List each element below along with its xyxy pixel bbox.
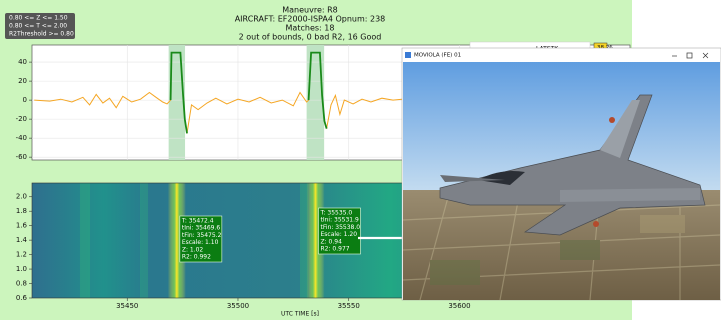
aircraft: AIRCRAFT: EF2000-ISPA4 Opnum: 238 [235,15,386,24]
y-tick-label: 2.0 [16,193,27,201]
x-axis-label: UTC TIME [s] [281,311,319,318]
match-r2: R2: 0.992 [182,254,211,261]
y-tick-label: 20 [18,77,27,85]
maneuvre: Maneuvre: R8 [282,6,338,15]
match-tfin: tFin: 35475.2 [182,232,222,239]
page: 0.80 <= Z <= 1.50 0.80 <= T <= 2.00 R2Th… [0,0,721,320]
x-tick-label: 35600 [448,302,470,310]
match-escale: Escale: 1.10 [182,239,219,246]
x-tick-label: 35500 [227,302,249,310]
match-t: T: 35535.0 [319,210,352,217]
y-tick-label: -40 [16,134,27,142]
match-escale: Escale: 1.20 [320,231,357,238]
window-icon [405,52,411,58]
match-z: Z: 1.02 [182,246,204,253]
y-tick-label: -20 [16,115,27,123]
filter: 0.80 <= T <= 2.00 [9,23,67,30]
filter: 0.80 <= Z <= 1.50 [9,15,68,22]
summary: 2 out of bounds, 0 bad R2, 16 Good [239,33,382,42]
x-tick-label: 35450 [116,302,138,310]
y-tick-label: 0 [23,96,27,104]
match-r2: R2: 0.977 [320,246,349,253]
match-tini: tIni: 35531.9 [320,217,359,224]
y-tick-label: 0.6 [16,294,28,302]
match-tini: tIni: 35469.6 [182,225,221,232]
filter: R2Threshold >= 0.80 [9,31,74,38]
match-z: Z: 0.94 [320,238,342,245]
y-tick-label: 1.6 [16,222,28,230]
y-tick-label: 1.8 [16,207,27,215]
x-tick-label: 35550 [338,302,360,310]
match-t: T: 35472.4 [181,218,214,225]
y-tick-label: -60 [16,153,27,161]
y-tick-label: 40 [18,58,27,66]
matches-count: Matches: 18 [286,24,335,33]
window-title: MOVIOLA (FE) 01 [414,53,461,59]
y-tick-label: 1.2 [16,251,27,259]
y-tick-label: 1.0 [16,265,27,273]
render-window: MOVIOLA (FE) 01 [402,48,721,300]
app: 0.80 <= Z <= 1.50 0.80 <= T <= 2.00 R2Th… [0,0,721,320]
y-tick-label: 0.8 [16,280,27,288]
match-tfin: tFin: 35538.0 [320,224,360,231]
y-tick-label: 1.4 [16,236,28,244]
